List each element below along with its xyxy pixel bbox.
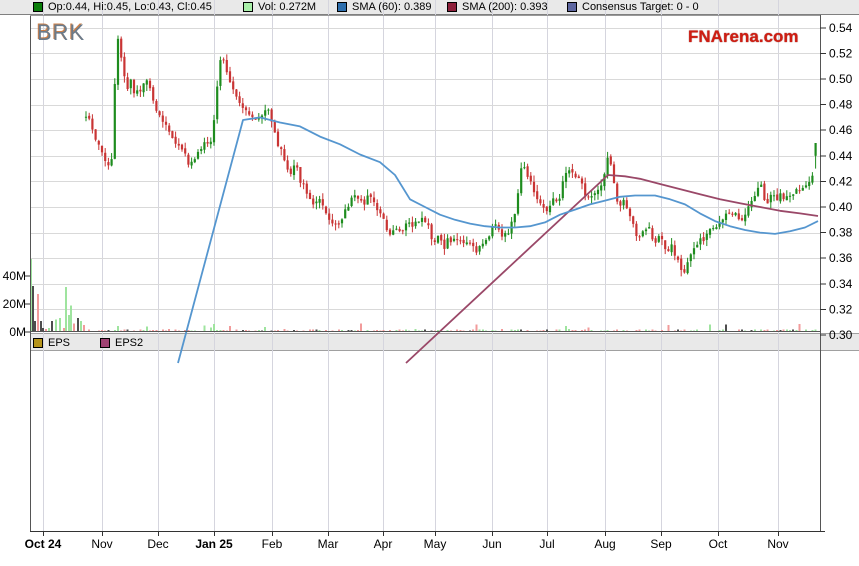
legend-volume-label: Vol: 0.272M [258, 1, 317, 13]
svg-text:Nov: Nov [91, 537, 112, 551]
svg-text:0.36: 0.36 [829, 251, 853, 265]
svg-text:Apr: Apr [374, 537, 393, 551]
legend-eps2-label: EPS2 [115, 337, 144, 349]
svg-text:0.44: 0.44 [829, 149, 853, 163]
legend-consensus-target: Consensus Target: 0 - 0 [567, 0, 699, 14]
legend-sma200: SMA (200): 0.393 [447, 0, 548, 14]
svg-text:0.38: 0.38 [829, 226, 853, 240]
svg-text:0.48: 0.48 [829, 98, 853, 112]
svg-text:0.34: 0.34 [829, 277, 853, 291]
svg-text:0.32: 0.32 [829, 302, 853, 316]
svg-text:Nov: Nov [767, 537, 788, 551]
svg-text:0.46: 0.46 [829, 123, 853, 137]
legend-eps: EPS [33, 336, 70, 350]
svg-text:Jun: Jun [482, 537, 501, 551]
legend-sma60-label: SMA (60): 0.389 [352, 1, 432, 13]
legend-eps2: EPS2 [100, 336, 143, 350]
svg-text:Sep: Sep [650, 537, 672, 551]
svg-text:Feb: Feb [262, 537, 283, 551]
sma60-swatch-icon [337, 2, 347, 12]
consensus-swatch-icon [567, 2, 577, 12]
eps-swatch-icon [33, 338, 43, 348]
svg-text:Oct 24: Oct 24 [25, 537, 62, 551]
ticker-symbol-title: BRK [37, 20, 86, 45]
legend-eps-label: EPS [48, 337, 71, 349]
svg-text:May: May [424, 537, 447, 551]
fnarena-watermark: FNArena.com [688, 27, 799, 46]
legend-sma60: SMA (60): 0.389 [337, 0, 432, 14]
ohlc-swatch-icon [33, 2, 43, 12]
volume-swatch-icon [243, 2, 253, 12]
legend-ohlc: Op:0.44, Hi:0.45, Lo:0.43, Cl:0.45 [33, 0, 212, 14]
svg-text:Aug: Aug [594, 537, 615, 551]
legend-ohlc-label: Op:0.44, Hi:0.45, Lo:0.43, Cl:0.45 [48, 1, 212, 13]
svg-text:Mar: Mar [318, 537, 339, 551]
svg-text:40M: 40M [3, 269, 26, 283]
eps2-swatch-icon [100, 338, 110, 348]
legend-consensus-label: Consensus Target: 0 - 0 [582, 1, 699, 13]
legend-volume: Vol: 0.272M [243, 0, 316, 14]
svg-text:Oct: Oct [709, 537, 728, 551]
svg-text:Jan 25: Jan 25 [195, 537, 233, 551]
svg-text:0M: 0M [9, 325, 26, 339]
svg-text:0.42: 0.42 [829, 174, 853, 188]
svg-text:0.40: 0.40 [829, 200, 853, 214]
svg-text:0.52: 0.52 [829, 46, 853, 60]
svg-text:0.54: 0.54 [829, 21, 853, 35]
legend-sma200-label: SMA (200): 0.393 [462, 1, 548, 13]
svg-text:20M: 20M [3, 297, 26, 311]
svg-text:Jul: Jul [539, 537, 554, 551]
sma200-swatch-icon [447, 2, 457, 12]
svg-text:0.50: 0.50 [829, 72, 853, 86]
svg-text:Dec: Dec [147, 537, 168, 551]
svg-text:0.30: 0.30 [829, 328, 853, 342]
